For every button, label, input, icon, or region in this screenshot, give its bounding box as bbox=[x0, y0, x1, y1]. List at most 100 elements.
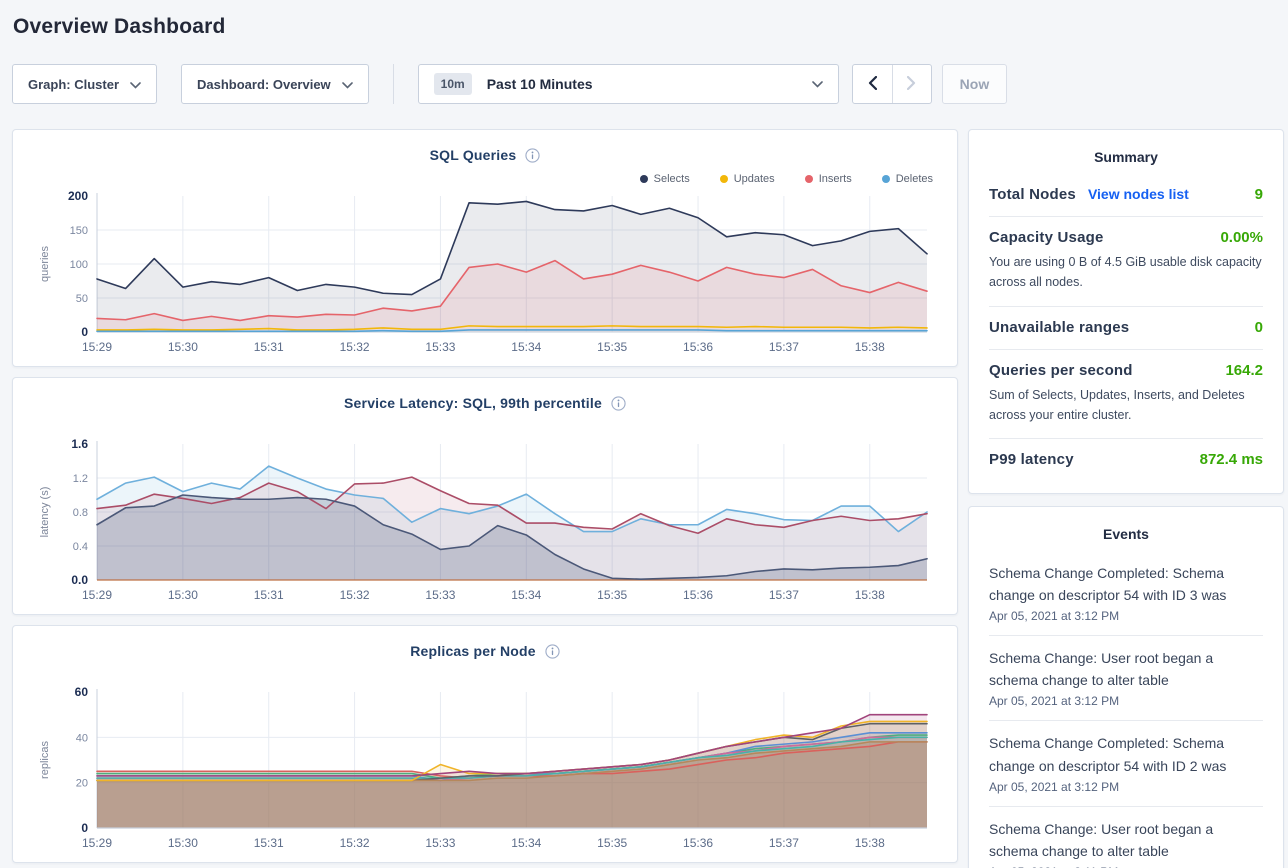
chevron-down-icon bbox=[341, 77, 353, 92]
svg-text:15:31: 15:31 bbox=[254, 588, 284, 602]
svg-text:200: 200 bbox=[68, 189, 88, 203]
charts-column: SQL Queries Selects Updates Inserts Deletes… bbox=[12, 129, 958, 868]
event-timestamp: Apr 05, 2021 at 3:11 PM bbox=[989, 865, 1263, 868]
svg-text:15:32: 15:32 bbox=[340, 836, 370, 850]
svg-text:15:31: 15:31 bbox=[254, 836, 284, 850]
event-timestamp: Apr 05, 2021 at 3:12 PM bbox=[989, 779, 1120, 794]
chart-header: Replicas per Node bbox=[33, 639, 937, 663]
dashboard-dropdown[interactable]: Dashboard: Overview bbox=[181, 64, 369, 104]
event-list-item[interactable]: Schema Change Completed: Schema change o… bbox=[989, 720, 1263, 805]
svg-text:0: 0 bbox=[81, 325, 88, 339]
summary-row-value: 164.2 bbox=[1225, 361, 1263, 379]
svg-text:50: 50 bbox=[76, 293, 88, 305]
summary-panel: Summary Total Nodes View nodes list 9 Capac… bbox=[968, 129, 1284, 494]
main-content: SQL Queries Selects Updates Inserts Deletes… bbox=[12, 129, 1284, 868]
summary-row-header: Total Nodes View nodes list 9 bbox=[989, 186, 1263, 203]
chart-header: SQL Queries bbox=[33, 143, 937, 167]
spacer bbox=[33, 663, 937, 684]
events-title: Events bbox=[1103, 526, 1149, 542]
svg-text:1.2: 1.2 bbox=[73, 473, 88, 485]
event-list-item[interactable]: Schema Change: User root began a schema … bbox=[989, 805, 1263, 868]
svg-text:15:34: 15:34 bbox=[511, 588, 541, 602]
svg-text:15:35: 15:35 bbox=[597, 340, 627, 354]
svg-text:15:29: 15:29 bbox=[82, 836, 112, 850]
sidebar: Summary Total Nodes View nodes list 9 Capac… bbox=[968, 129, 1284, 868]
legend-item-deletes: Deletes bbox=[881, 173, 933, 185]
summary-row-header: Capacity Usage 0.00% bbox=[989, 229, 1263, 246]
summary-row-label: Total Nodes bbox=[989, 186, 1076, 203]
replicas-per-node-chart[interactable]: 0 20 40 60 15:29 15:30 15:31 15:32 15:33 15:34 15:… bbox=[33, 684, 937, 856]
page-title: Overview Dashboard bbox=[13, 15, 226, 38]
summary-row-label: P99 latency bbox=[989, 451, 1074, 468]
svg-text:15:33: 15:33 bbox=[425, 836, 455, 850]
svg-text:15:29: 15:29 bbox=[82, 588, 112, 602]
svg-text:15:37: 15:37 bbox=[769, 340, 799, 354]
summary-row-header: Unavailable ranges 0 bbox=[989, 319, 1263, 336]
info-icon[interactable] bbox=[525, 147, 540, 163]
view-nodes-list-link[interactable]: View nodes list bbox=[1087, 186, 1189, 202]
legend-dot bbox=[719, 175, 728, 183]
svg-text:100: 100 bbox=[70, 259, 88, 271]
event-message: Schema Change: User root began a schema … bbox=[989, 650, 1214, 689]
svg-text:15:33: 15:33 bbox=[425, 588, 455, 602]
summary-rows: Total Nodes View nodes list 9 Capacity Usag… bbox=[989, 174, 1263, 481]
replicas-per-node-card: Replicas per Node 0 20 40 60 15:29 15:30 15:31… bbox=[12, 625, 958, 863]
svg-text:15:36: 15:36 bbox=[683, 836, 713, 850]
service-latency-card: Service Latency: SQL, 99th percentile 0.… bbox=[12, 377, 958, 615]
legend-dot bbox=[804, 175, 813, 183]
svg-text:15:37: 15:37 bbox=[769, 588, 799, 602]
svg-text:15:33: 15:33 bbox=[425, 340, 455, 354]
svg-text:15:34: 15:34 bbox=[511, 340, 541, 354]
chart-legend: Selects Updates Inserts Deletes bbox=[33, 170, 933, 188]
spacer bbox=[33, 415, 937, 436]
svg-text:15:31: 15:31 bbox=[254, 340, 284, 354]
time-window-label: Past 10 Minutes bbox=[486, 76, 593, 92]
next-range-button[interactable] bbox=[891, 65, 931, 103]
info-icon[interactable] bbox=[545, 643, 560, 659]
summary-row-value: 0 bbox=[1254, 318, 1263, 336]
summary-row: Unavailable ranges 0 bbox=[989, 305, 1263, 349]
events-panel: Events Schema Change Completed: Schema c… bbox=[968, 506, 1284, 868]
chevron-right-icon bbox=[907, 75, 916, 93]
chart-title: SQL Queries bbox=[429, 147, 517, 163]
event-message: Schema Change Completed: Schema change o… bbox=[989, 735, 1227, 774]
svg-text:15:35: 15:35 bbox=[597, 836, 627, 850]
svg-text:1.6: 1.6 bbox=[71, 437, 88, 451]
events-list: Schema Change Completed: Schema change o… bbox=[989, 551, 1263, 868]
prev-range-button[interactable] bbox=[853, 65, 892, 103]
svg-text:0.8: 0.8 bbox=[73, 507, 88, 519]
info-icon[interactable] bbox=[611, 395, 626, 411]
svg-text:15:37: 15:37 bbox=[769, 836, 799, 850]
svg-text:15:36: 15:36 bbox=[683, 588, 713, 602]
event-message: Schema Change: User root began a schema … bbox=[989, 820, 1214, 859]
chart-header: Service Latency: SQL, 99th percentile bbox=[33, 391, 937, 415]
time-range-selector[interactable]: 10m Past 10 Minutes bbox=[417, 64, 839, 104]
summary-row: Capacity Usage 0.00% You are using 0 B of … bbox=[989, 216, 1263, 306]
chevron-down-icon bbox=[811, 75, 823, 93]
sql-queries-card: SQL Queries Selects Updates Inserts Deletes… bbox=[12, 129, 958, 367]
svg-text:0.0: 0.0 bbox=[71, 573, 88, 587]
service-latency-chart[interactable]: 0.0 0.4 0.8 1.2 1.6 15:29 15:30 15:31 15:32 15:33… bbox=[33, 436, 937, 608]
svg-text:queries: queries bbox=[39, 245, 51, 282]
svg-text:15:38: 15:38 bbox=[855, 836, 885, 850]
graph-dropdown[interactable]: Graph: Cluster bbox=[12, 64, 158, 104]
summary-row-value: 9 bbox=[1254, 186, 1263, 203]
svg-text:15:29: 15:29 bbox=[82, 340, 112, 354]
legend-item-selects: Selects bbox=[639, 173, 690, 185]
event-timestamp: Apr 05, 2021 at 3:12 PM bbox=[989, 694, 1120, 709]
svg-text:40: 40 bbox=[76, 732, 88, 744]
summary-row-label: Capacity Usage bbox=[989, 229, 1104, 246]
chevron-left-icon bbox=[868, 75, 877, 93]
sql-queries-chart[interactable]: 0 50 100 150 200 15:29 15:30 15:31 15:32 15:33 15:… bbox=[33, 188, 937, 360]
svg-text:15:35: 15:35 bbox=[597, 588, 627, 602]
svg-text:15:38: 15:38 bbox=[855, 340, 885, 354]
chart-svg: 0.0 0.4 0.8 1.2 1.6 15:29 15:30 15:31 15:32 15:33… bbox=[39, 437, 928, 602]
event-list-item[interactable]: Schema Change: User root began a schema … bbox=[989, 635, 1263, 720]
svg-text:0.4: 0.4 bbox=[73, 541, 88, 553]
event-list-item[interactable]: Schema Change Completed: Schema change o… bbox=[989, 551, 1263, 635]
time-window-badge: 10m bbox=[433, 73, 472, 95]
summary-row: P99 latency 872.4 ms bbox=[989, 438, 1263, 481]
svg-text:15:36: 15:36 bbox=[683, 340, 713, 354]
now-button[interactable]: Now bbox=[941, 64, 1008, 104]
